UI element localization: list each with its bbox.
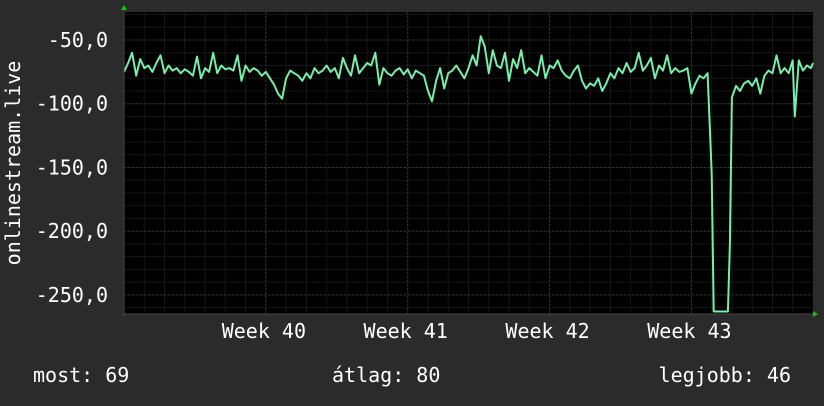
current-stat: most: 69 xyxy=(33,363,129,387)
y-tick-labels: -50,0 -100,0 -150,0 -200,0 -250,0 xyxy=(36,28,108,307)
average-stat: átlag: 80 xyxy=(332,363,440,387)
y-tick-label: -100,0 xyxy=(36,92,108,116)
current-stat-value: 69 xyxy=(105,363,129,387)
x-tick-labels: Week 40 Week 41 Week 42 Week 43 xyxy=(222,319,732,343)
best-stat-value: 46 xyxy=(767,363,791,387)
axes xyxy=(121,5,818,317)
x-tick-label: Week 43 xyxy=(647,319,731,343)
average-stat-value: 80 xyxy=(416,363,440,387)
y-axis-label: onlinestream.live xyxy=(1,61,25,266)
x-tick-label: Week 42 xyxy=(505,319,589,343)
current-stat-label: most: xyxy=(33,363,93,387)
y-tick-label: -250,0 xyxy=(36,283,108,307)
best-stat-label: legjobb: xyxy=(659,363,755,387)
y-tick-label: -150,0 xyxy=(36,155,108,179)
x-tick-label: Week 41 xyxy=(364,319,448,343)
major-grid xyxy=(124,12,813,314)
y-tick-label: -200,0 xyxy=(36,219,108,243)
x-axis-arrow xyxy=(813,311,818,317)
average-stat-label: átlag: xyxy=(332,363,404,387)
x-tick-label: Week 40 xyxy=(222,319,306,343)
y-axis-arrow xyxy=(121,5,127,10)
best-stat: legjobb: 46 xyxy=(659,363,791,387)
series-line-0 xyxy=(123,35,814,313)
series-layer xyxy=(123,35,814,313)
y-tick-label: -50,0 xyxy=(48,28,108,52)
